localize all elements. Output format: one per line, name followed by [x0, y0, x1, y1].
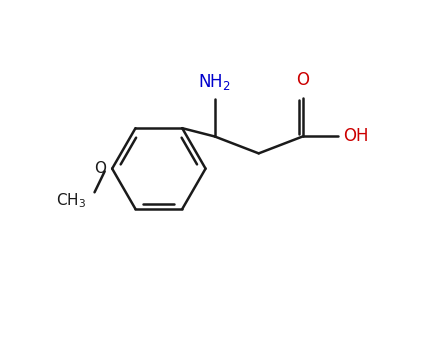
Text: CH$_3$: CH$_3$	[56, 191, 86, 210]
Text: OH: OH	[343, 128, 369, 146]
Text: O: O	[296, 71, 309, 89]
Text: O: O	[95, 161, 106, 176]
Text: NH$_2$: NH$_2$	[199, 73, 231, 93]
